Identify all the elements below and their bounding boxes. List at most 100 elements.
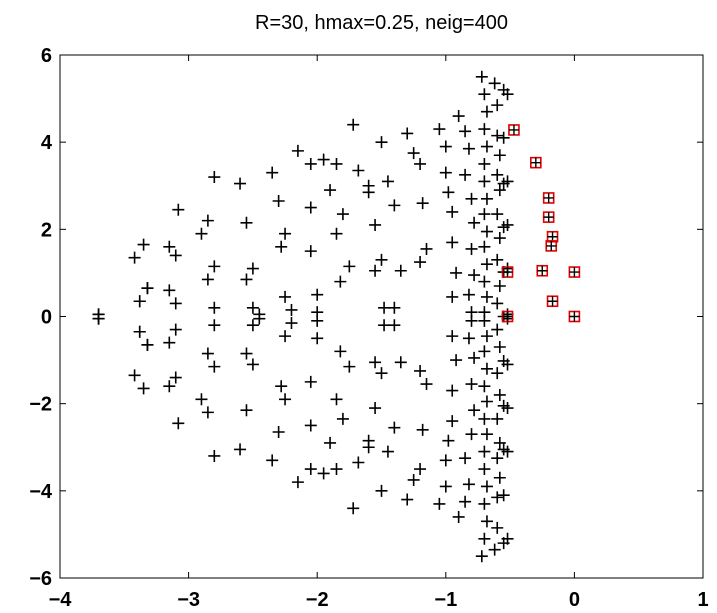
plus-marker <box>493 388 506 401</box>
plus-marker <box>201 406 214 419</box>
plus-marker <box>394 356 407 369</box>
plus-marker <box>266 166 279 179</box>
plus-marker <box>163 284 176 297</box>
plus-marker <box>137 238 150 251</box>
plus-marker <box>493 436 506 449</box>
x-tick-label: −3 <box>177 589 200 611</box>
plus-marker <box>478 208 491 221</box>
plus-marker <box>497 131 510 144</box>
plus-marker <box>478 497 491 510</box>
plus-marker <box>234 177 247 190</box>
plus-marker <box>446 384 459 397</box>
plus-marker <box>195 393 208 406</box>
plus-marker <box>478 463 491 476</box>
plus-marker <box>343 360 356 373</box>
plus-marker <box>480 105 493 118</box>
plus-marker <box>478 157 491 170</box>
plus-marker <box>491 168 504 181</box>
plus-marker <box>480 140 493 153</box>
plus-marker <box>491 367 504 380</box>
plus-marker <box>378 319 391 332</box>
highlight-plus-marker <box>546 240 557 251</box>
plus-marker <box>439 454 452 467</box>
plus-marker <box>388 421 401 434</box>
plus-marker <box>208 360 221 373</box>
plus-marker <box>208 449 221 462</box>
plus-marker <box>452 510 465 523</box>
plus-marker <box>352 456 365 469</box>
plus-marker <box>433 497 446 510</box>
highlight-plus-marker <box>547 231 558 242</box>
plus-marker <box>336 412 349 425</box>
plus-marker <box>375 136 388 149</box>
plus-marker <box>208 260 221 273</box>
plus-marker <box>414 463 427 476</box>
plus-marker <box>169 371 182 384</box>
y-tick-label: 6 <box>41 45 52 67</box>
plus-marker <box>414 364 427 377</box>
plus-marker <box>480 330 493 343</box>
plus-marker <box>420 378 433 391</box>
plus-marker <box>362 441 375 454</box>
plus-marker <box>462 478 475 491</box>
x-tick-label: −4 <box>49 589 73 611</box>
plus-marker <box>433 123 446 136</box>
plus-marker <box>488 77 501 90</box>
plus-marker <box>452 110 465 123</box>
plus-marker <box>279 393 292 406</box>
plus-marker <box>446 236 459 249</box>
plus-marker <box>497 221 510 234</box>
plus-marker <box>369 218 382 231</box>
plus-marker <box>279 330 292 343</box>
plus-marker <box>304 375 317 388</box>
plus-marker <box>291 144 304 157</box>
plus-marker <box>420 242 433 255</box>
plus-marker <box>468 404 481 417</box>
plus-marker <box>462 142 475 155</box>
plus-marker <box>439 140 452 153</box>
plus-marker <box>407 473 420 486</box>
plus-marker <box>442 186 455 199</box>
plus-marker <box>330 463 343 476</box>
plus-marker <box>497 354 510 367</box>
plus-marker <box>334 345 347 358</box>
plus-marker <box>488 543 501 556</box>
plus-marker <box>462 332 475 345</box>
plus-marker <box>381 175 394 188</box>
plus-marker <box>362 179 375 192</box>
highlight-plus-marker <box>569 267 580 278</box>
plus-marker <box>272 195 285 208</box>
plus-marker <box>92 308 105 321</box>
plus-marker <box>478 345 491 358</box>
plus-marker <box>311 314 324 327</box>
plus-marker <box>401 493 414 506</box>
plus-marker <box>375 253 388 266</box>
y-tick-label: −4 <box>29 481 53 503</box>
plus-marker <box>491 99 504 112</box>
plus-marker <box>347 502 360 515</box>
plus-marker <box>491 491 504 504</box>
plus-marker <box>275 240 288 253</box>
plus-marker <box>304 463 317 476</box>
x-tick-label: 1 <box>697 589 708 611</box>
plus-marker <box>172 417 185 430</box>
plus-marker <box>246 262 259 275</box>
highlight-plus-marker <box>543 212 554 223</box>
plus-marker <box>468 216 481 229</box>
plus-marker <box>416 197 429 210</box>
plus-marker <box>493 279 506 292</box>
plus-marker <box>334 275 347 288</box>
plus-marker <box>208 319 221 332</box>
plus-marker <box>491 452 504 465</box>
plus-marker <box>133 295 146 308</box>
plus-marker <box>369 402 382 415</box>
plus-marker <box>478 314 491 327</box>
plus-marker <box>324 436 337 449</box>
plus-marker <box>465 242 478 255</box>
plus-marker <box>501 88 514 101</box>
plus-marker <box>208 171 221 184</box>
plus-marker <box>478 445 491 458</box>
plus-marker <box>439 480 452 493</box>
